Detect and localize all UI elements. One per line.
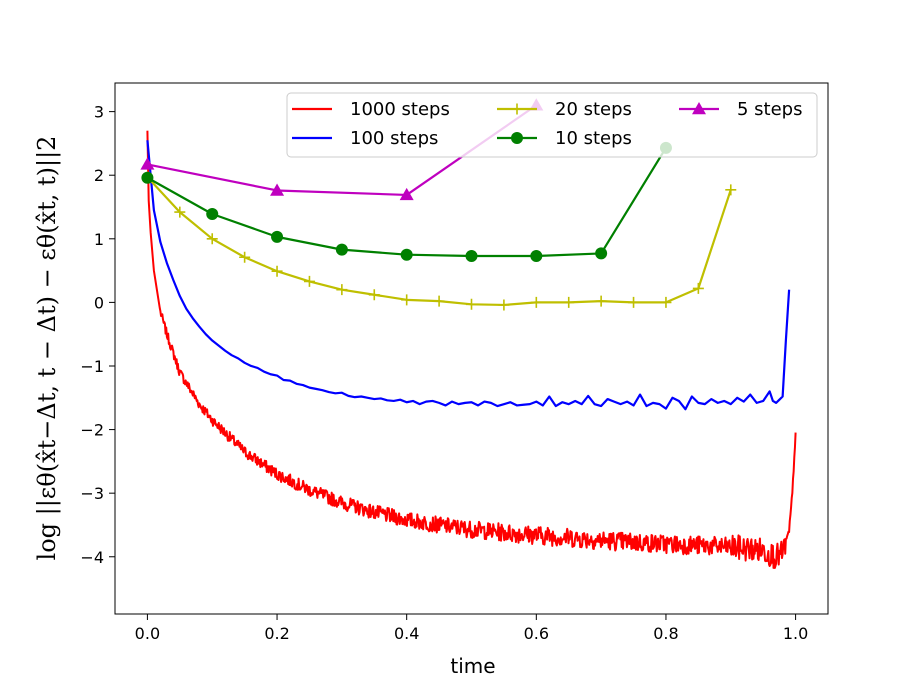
marker-20-steps-12 xyxy=(530,296,542,308)
x-axis-label: time xyxy=(450,654,495,678)
x-axis: 0.0 0.2 0.4 0.6 0.8 1.0 xyxy=(135,614,808,643)
marker-10-steps-0 xyxy=(141,171,154,184)
x-tick-label-5: 1.0 xyxy=(783,624,808,643)
marker-10-steps-6 xyxy=(530,249,543,262)
marker-10-steps-4 xyxy=(400,248,413,261)
marker-20-steps-11 xyxy=(498,299,510,311)
marker-20-steps-9 xyxy=(433,295,445,307)
y-tick-label-5: 1 xyxy=(94,230,104,249)
marker-20-steps-16 xyxy=(660,296,672,308)
marker-20-steps-10 xyxy=(466,298,477,310)
x-tick-label-1: 0.2 xyxy=(264,624,289,643)
marker-20-steps-17 xyxy=(692,282,704,294)
marker-5-steps-1 xyxy=(270,183,285,196)
marker-20-steps-2 xyxy=(206,233,218,245)
marker-20-steps-14 xyxy=(595,295,607,307)
marker-20-steps-6 xyxy=(336,284,348,296)
marker-20-steps-3 xyxy=(239,251,251,263)
y-tick-label-1: −3 xyxy=(80,484,104,503)
marker-20-steps-13 xyxy=(563,296,575,308)
x-tick-label-0: 0.0 xyxy=(135,624,160,643)
y-tick-label-0: −4 xyxy=(80,548,104,567)
marker-20-steps-5 xyxy=(303,275,315,287)
marker-5-steps-0 xyxy=(140,157,155,170)
marker-20-steps-1 xyxy=(174,206,186,218)
legend-marker-5-steps xyxy=(692,102,706,115)
marker-20-steps-8 xyxy=(401,294,413,306)
marker-10-steps-7 xyxy=(595,247,608,260)
y-tick-label-3: −1 xyxy=(80,357,104,376)
y-tick-label-6: 2 xyxy=(94,166,104,185)
legend: 1000 steps 100 steps 20 steps 10 steps 5 ste… xyxy=(286,92,818,158)
y-axis: −4 −3 −2 −1 0 1 2 3 xyxy=(80,103,115,567)
y-tick-label-4: 0 xyxy=(94,293,104,312)
x-tick-label-2: 0.4 xyxy=(394,624,419,643)
marker-20-steps-7 xyxy=(368,289,380,301)
x-tick-label-3: 0.6 xyxy=(524,624,549,643)
marker-5-steps-2 xyxy=(399,187,414,201)
legend-label-10-steps: 10 steps xyxy=(555,128,632,149)
y-tick-label-7: 3 xyxy=(94,103,104,122)
legend-marker-20-steps xyxy=(511,103,523,115)
series-line-100-steps xyxy=(146,140,791,411)
plot-frame xyxy=(114,82,829,615)
marker-20-steps-4 xyxy=(271,265,283,277)
x-tick-label-4: 0.8 xyxy=(653,624,678,643)
marker-10-steps-5 xyxy=(465,249,478,262)
legend-label-100-steps: 100 steps xyxy=(350,128,438,149)
marker-10-steps-2 xyxy=(271,230,284,243)
marker-10-steps-1 xyxy=(206,208,219,221)
y-axis-label: log ||εθ(x̂t−Δt, t − Δt) − εθ(x̂t, t)||2 xyxy=(33,136,62,561)
marker-10-steps-3 xyxy=(335,243,348,256)
legend-marker-10-steps xyxy=(511,132,523,144)
marker-20-steps-18 xyxy=(725,184,737,196)
y-tick-label-2: −2 xyxy=(80,421,104,440)
marker-20-steps-15 xyxy=(628,296,640,308)
series-line-1000-steps xyxy=(146,130,797,569)
legend-label-5-steps: 5 steps xyxy=(737,99,803,120)
legend-label-1000-steps: 1000 steps xyxy=(350,99,450,120)
legend-label-20-steps: 20 steps xyxy=(555,99,632,120)
